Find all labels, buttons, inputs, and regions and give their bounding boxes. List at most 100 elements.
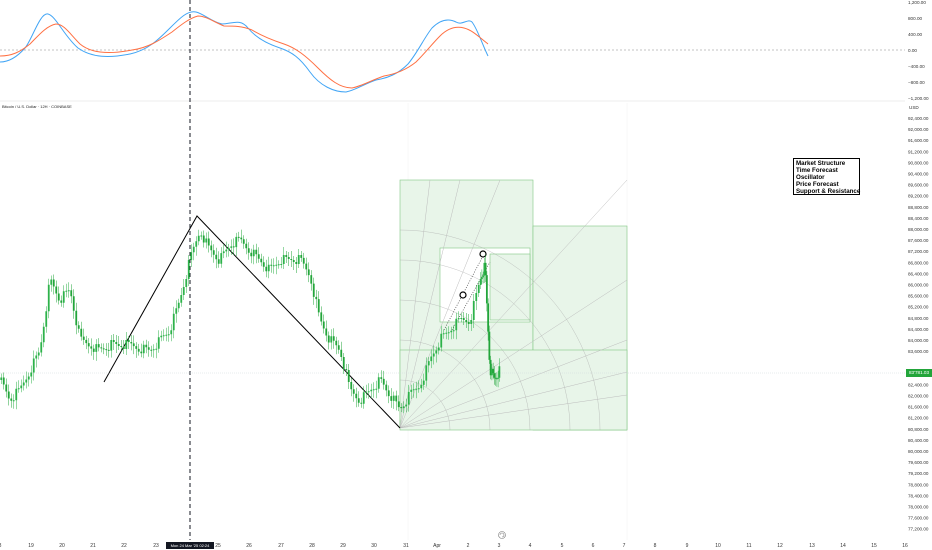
candle-body <box>492 368 495 374</box>
candle-body <box>255 249 258 255</box>
price-tick-label: 80,000.00 <box>908 449 929 454</box>
candle-body <box>205 238 208 243</box>
legend-item-oscillator[interactable]: Oscillator <box>796 174 825 181</box>
candle-body <box>67 290 70 292</box>
candle-body <box>222 251 225 254</box>
candle-body <box>352 389 355 394</box>
candle-body <box>162 335 165 337</box>
candle-body <box>477 285 480 293</box>
candle-body <box>484 262 487 276</box>
price-tick-label: 86,000.00 <box>908 283 929 288</box>
price-tick-label: 84,000.00 <box>908 338 929 343</box>
indicator-legend: Market Structure Time Forecast Oscillato… <box>793 158 860 195</box>
candle-body <box>295 262 298 264</box>
candle-body <box>40 342 43 353</box>
candle-body <box>110 340 113 351</box>
candle-body <box>305 263 308 270</box>
price-tick-label: 92,400.00 <box>908 116 929 121</box>
candle-body <box>437 347 440 351</box>
candle-body <box>490 368 493 376</box>
candle-body <box>132 343 135 347</box>
candle-body <box>87 343 90 347</box>
candle-body <box>390 396 393 401</box>
price-tick-label: 82,400.00 <box>908 382 929 387</box>
reset-chart-icon[interactable] <box>498 531 506 539</box>
candle-body <box>495 378 498 380</box>
candle-body <box>165 334 168 336</box>
candle-body <box>275 264 278 266</box>
time-tick-label: 15 <box>871 543 877 549</box>
legend-item-support-resistance[interactable]: Support & Resistance <box>796 188 861 195</box>
price-axis-unit: USD <box>909 105 919 110</box>
candle-body <box>82 336 85 340</box>
candle-body <box>220 253 223 264</box>
candle-body <box>387 390 390 397</box>
candle-body <box>480 277 483 280</box>
candle-body <box>407 391 410 405</box>
candle-body <box>262 262 265 267</box>
price-tick-label: 86,400.00 <box>908 271 929 276</box>
price-tick-label: 78,400.00 <box>908 493 929 498</box>
candle-body <box>260 258 263 263</box>
price-tick-label: 85,200.00 <box>908 305 929 310</box>
candle-body <box>345 369 348 370</box>
oscillator-tick-label: 800.00 <box>908 16 922 21</box>
candle-body <box>120 346 123 347</box>
candle-body <box>385 384 388 391</box>
forecast-target-marker <box>479 250 487 258</box>
candle-body <box>470 320 473 324</box>
candle-body <box>257 254 260 259</box>
price-tick-label: 87,200.00 <box>908 249 929 254</box>
candle-body <box>330 336 333 343</box>
candle-body <box>32 358 35 373</box>
candle-body <box>60 300 63 303</box>
candle-body <box>375 388 378 390</box>
legend-item-market-structure[interactable]: Market Structure <box>796 160 846 167</box>
candle-body <box>400 407 403 409</box>
candle-body <box>465 320 468 322</box>
time-tick-label: 21 <box>90 543 96 549</box>
candle-body <box>325 328 328 336</box>
candle-body <box>2 377 5 385</box>
candle-body <box>365 391 368 393</box>
oscillator-tick-label: 0.00 <box>908 48 917 53</box>
price-tick-label: 83,600.00 <box>908 349 929 354</box>
legend-item-time-forecast[interactable]: Time Forecast <box>796 167 838 174</box>
price-tick-label: 92,000.00 <box>908 127 929 132</box>
candle-body <box>277 264 280 266</box>
legend-item-price-forecast[interactable]: Price Forecast <box>796 181 839 188</box>
candle-body <box>185 279 188 287</box>
price-tick-label: 79,600.00 <box>908 460 929 465</box>
candle-body <box>332 336 335 341</box>
candle-body <box>442 333 445 335</box>
candle-body <box>195 241 198 247</box>
price-tick-label: 79,200.00 <box>908 471 929 476</box>
candle-body <box>17 388 20 390</box>
candle-body <box>10 398 13 401</box>
time-tick-label: 12 <box>777 543 783 549</box>
candle-body <box>342 357 345 369</box>
price-tick-label: 80,800.00 <box>908 427 929 432</box>
oscillator-tick-label: −400.00 <box>908 64 925 69</box>
candle-body <box>430 356 433 362</box>
candle-body <box>232 246 235 248</box>
candle-body <box>147 347 150 350</box>
candle-body <box>455 318 458 331</box>
time-tick-label: 30 <box>371 543 377 549</box>
price-forecast-boxes <box>399 179 628 431</box>
candle-body <box>85 339 88 344</box>
candle-body <box>395 395 398 402</box>
candle-body <box>0 377 3 380</box>
candle-body <box>130 342 133 344</box>
candle-body <box>487 303 490 332</box>
candle-body <box>105 349 108 351</box>
time-tick-label: 3 <box>498 543 501 549</box>
candle-body <box>212 250 215 255</box>
time-tick-label: 6 <box>592 543 595 549</box>
candle-body <box>90 346 93 349</box>
oscillator-tick-label: 1,200.00 <box>908 0 926 5</box>
candle-body <box>252 249 255 257</box>
candle-body <box>117 344 120 346</box>
candle-body <box>35 355 38 359</box>
